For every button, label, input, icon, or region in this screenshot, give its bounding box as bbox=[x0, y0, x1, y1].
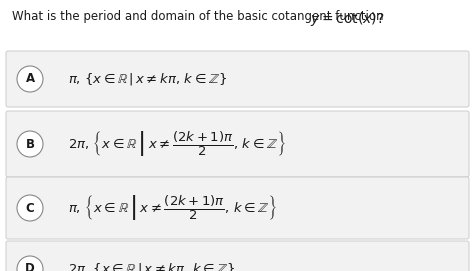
Circle shape bbox=[17, 195, 43, 221]
FancyBboxPatch shape bbox=[6, 111, 469, 177]
Text: $\pi$, $\left\{x\in\mathbb{R}\,\middle|\,x\neq\dfrac{(2k+1)\pi}{2},\,k\in\mathbb: $\pi$, $\left\{x\in\mathbb{R}\,\middle|\… bbox=[68, 193, 277, 222]
Text: A: A bbox=[26, 73, 35, 85]
Circle shape bbox=[17, 66, 43, 92]
Text: $2\pi$, $\left\{x\in\mathbb{R}\,\middle|\,x\neq\dfrac{(2k+1)\pi}{2},\,k\in\mathb: $2\pi$, $\left\{x\in\mathbb{R}\,\middle|… bbox=[68, 130, 286, 159]
Text: $y=\mathrm{cot}(x)$?: $y=\mathrm{cot}(x)$? bbox=[310, 10, 384, 28]
Text: $2\pi$, $\{x\in\mathbb{R}\,|\,x\neq k\pi,\,k\in\mathbb{Z}\}$: $2\pi$, $\{x\in\mathbb{R}\,|\,x\neq k\pi… bbox=[68, 261, 236, 271]
Text: C: C bbox=[26, 202, 34, 215]
Text: $\pi$, $\{x\in\mathbb{R}\,|\,x\neq k\pi,\,k\in\mathbb{Z}\}$: $\pi$, $\{x\in\mathbb{R}\,|\,x\neq k\pi,… bbox=[68, 71, 227, 87]
Text: B: B bbox=[26, 137, 35, 150]
Circle shape bbox=[17, 131, 43, 157]
FancyBboxPatch shape bbox=[6, 177, 469, 239]
FancyBboxPatch shape bbox=[6, 51, 469, 107]
Circle shape bbox=[17, 256, 43, 271]
Text: D: D bbox=[25, 263, 35, 271]
FancyBboxPatch shape bbox=[6, 241, 469, 271]
Text: What is the period and domain of the basic cotangent function: What is the period and domain of the bas… bbox=[12, 10, 387, 23]
